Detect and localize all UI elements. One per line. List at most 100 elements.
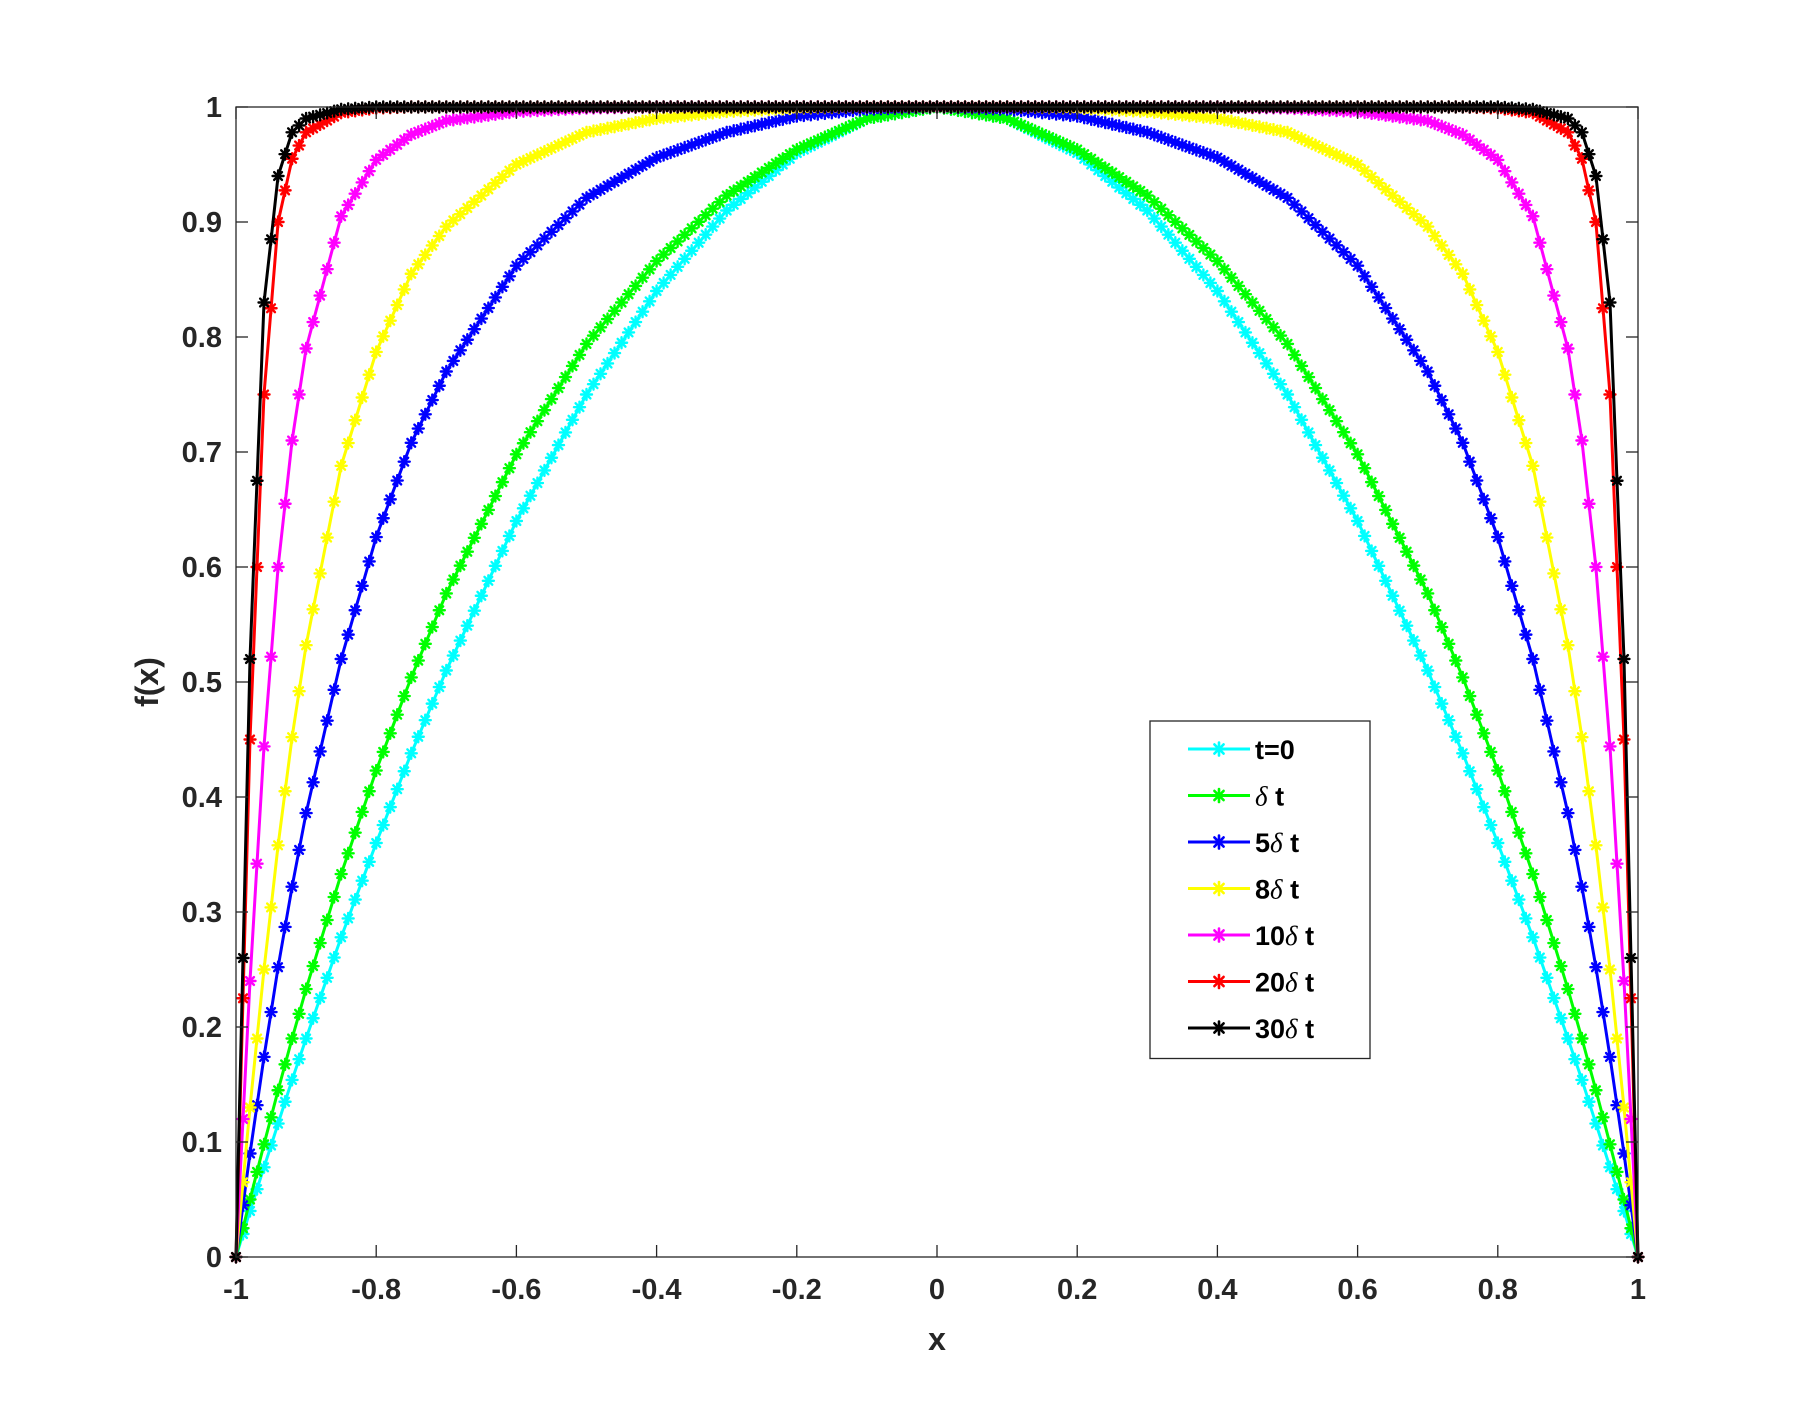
data-point-marker [1371,559,1386,573]
data-point-marker [278,920,292,934]
data-point-marker [334,930,348,944]
data-point-marker [1070,142,1084,157]
data-point-marker [243,1100,257,1115]
data-point-marker [320,713,334,728]
data-point-marker [1526,930,1540,944]
data-point-marker [1364,170,1379,184]
data-point-marker [1456,436,1470,450]
data-point-marker [1294,413,1309,427]
data-point-marker [579,337,594,351]
data-point-marker [1203,276,1218,290]
data-point-marker [1189,234,1204,249]
data-point-marker [1610,857,1624,871]
data-point-marker [734,192,748,206]
data-point-marker [1540,262,1554,276]
data-point-marker [271,1083,285,1097]
data-point-marker [1491,530,1505,544]
y-axis-label: f(x) [129,657,165,707]
data-point-marker [1498,784,1512,798]
data-point-marker [488,559,503,573]
data-point-marker [593,320,608,335]
data-point-marker [1371,290,1386,305]
data-point-marker [1617,732,1631,747]
data-point-marker [755,117,769,131]
data-point-marker [397,764,411,778]
legend-item: 8δ t [1188,875,1299,905]
data-point-marker [257,1137,271,1152]
data-point-marker [285,880,299,894]
data-point-marker [1280,337,1295,351]
data-point-marker [1526,652,1540,666]
data-point-marker [1413,648,1428,663]
data-point-marker [1280,387,1295,402]
data-point-marker [446,572,461,587]
data-point-marker [600,312,615,326]
data-point-marker [439,663,453,678]
data-point-marker [1526,459,1540,473]
data-point-marker [390,707,404,722]
data-point-marker [348,187,362,201]
data-point-marker [1505,874,1519,888]
data-point-marker [1435,620,1449,634]
data-point-marker [1294,359,1309,373]
data-point-marker [432,603,446,617]
data-point-marker [572,348,587,362]
data-point-marker [565,359,580,373]
data-point-marker [1336,425,1351,439]
data-point-marker [1582,1095,1596,1109]
data-point-marker [1413,354,1428,368]
data-point-marker [383,800,397,814]
data-point-marker [1484,511,1498,525]
data-point-marker [341,627,355,642]
x-tick-label: -0.8 [351,1274,401,1306]
data-point-marker [341,846,355,861]
data-point-marker [593,367,608,381]
data-point-marker [243,732,257,747]
data-point-marker [1287,400,1302,414]
data-point-marker [1463,689,1477,703]
data-point-marker [1603,962,1617,977]
data-point-marker [474,517,489,531]
data-point-marker [306,315,320,329]
data-point-marker [621,287,636,301]
data-point-marker [544,141,559,156]
data-point-marker [285,433,299,448]
data-point-marker [446,648,461,663]
data-point-marker [278,147,292,161]
data-point-marker [649,284,664,298]
data-point-marker [1378,574,1393,588]
data-point-marker [551,381,566,395]
data-point-marker [600,356,615,371]
data-point-marker [1210,254,1225,268]
data-point-marker [762,161,776,175]
x-tick-label: 0 [929,1274,945,1306]
data-point-marker [488,489,503,503]
data-point-marker [684,244,699,258]
data-point-marker [572,400,587,414]
data-point-marker [257,739,271,754]
data-point-marker [341,198,355,212]
data-point-marker [1498,164,1512,178]
data-point-marker [1610,1165,1624,1179]
data-point-marker [271,838,285,852]
data-point-marker [1442,713,1456,727]
data-point-marker [1428,229,1442,243]
data-point-marker [495,544,510,558]
data-point-marker [1547,991,1561,1005]
data-point-marker [502,164,517,178]
data-point-marker [425,238,439,253]
data-point-marker [481,503,496,517]
data-point-marker [348,892,362,907]
data-point-marker [334,459,348,473]
data-point-marker [474,311,489,326]
data-point-marker [1596,1005,1610,1019]
data-point-marker [621,166,636,181]
data-point-marker [362,368,376,382]
data-point-marker [1589,838,1603,852]
data-point-marker [376,511,390,525]
data-point-marker [1582,183,1596,198]
data-point-marker [411,653,425,668]
data-point-marker [614,336,629,350]
data-point-marker [1435,393,1449,407]
